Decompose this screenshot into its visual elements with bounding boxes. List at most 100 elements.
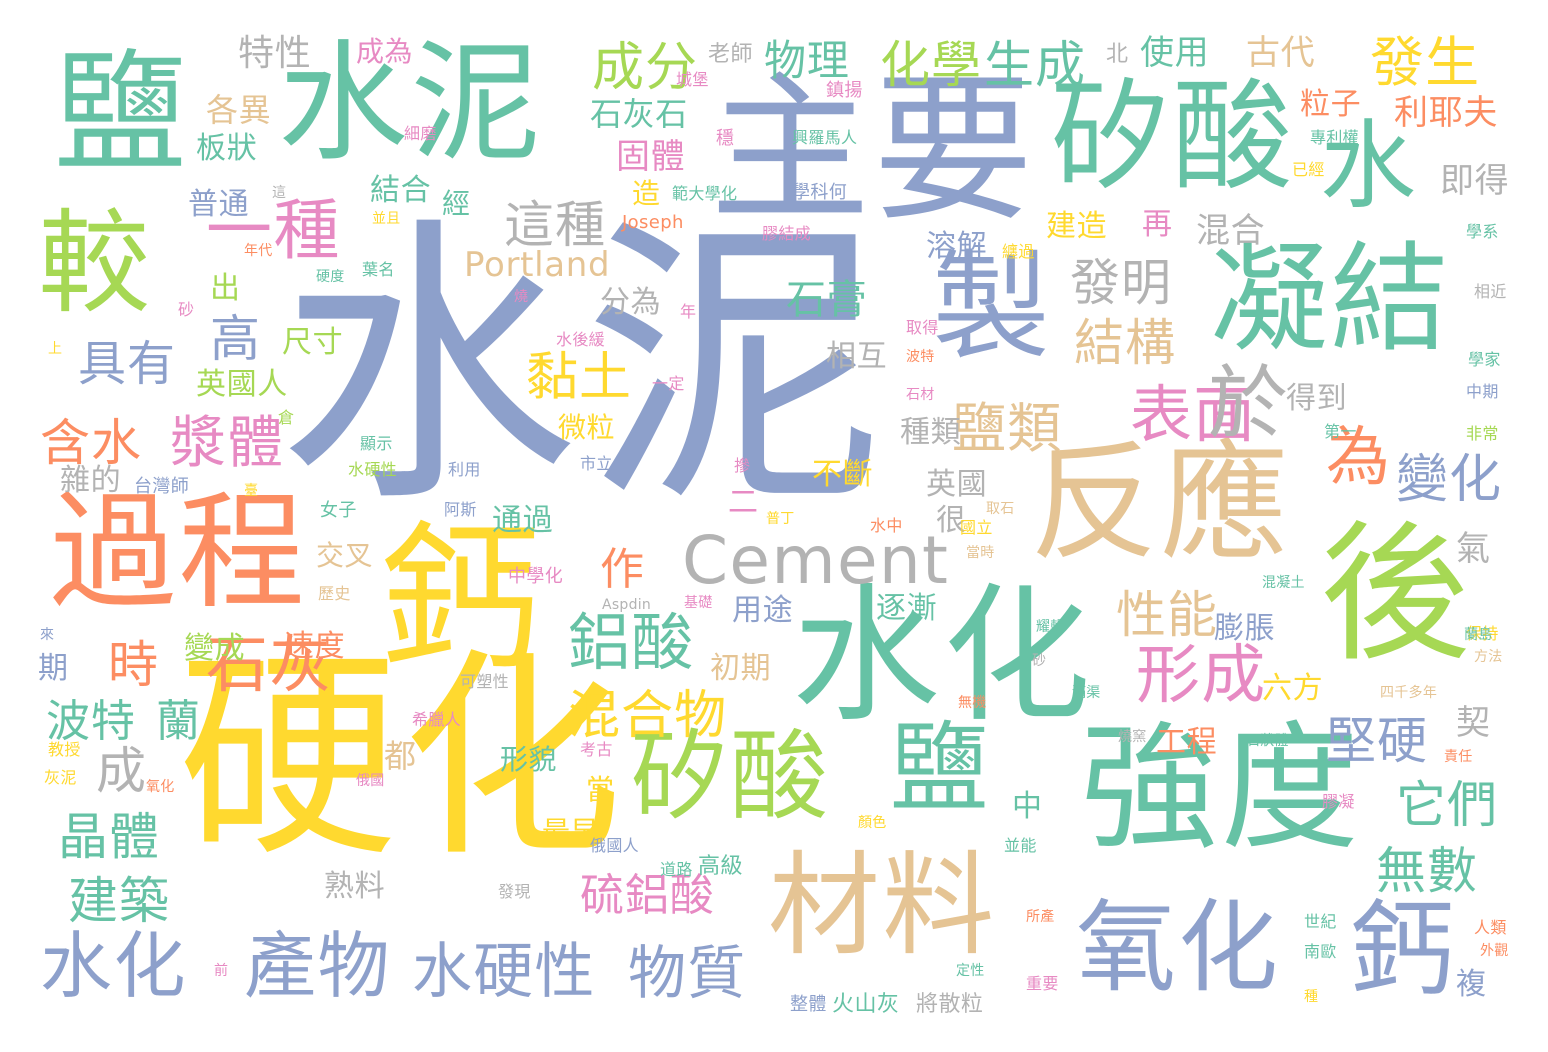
word-process: 過程 (50, 479, 308, 626)
word-mixture: 混合物 (568, 686, 728, 746)
word-period: 期 (38, 651, 69, 686)
word-performance: 性能 (1116, 586, 1218, 644)
word-gas: 氣 (1456, 529, 1491, 569)
word-again: 再 (1142, 207, 1173, 242)
word-after: 後 (1320, 508, 1474, 682)
word-tiny-50: 基礎 (684, 595, 713, 611)
word-cross: 交叉 (316, 539, 374, 572)
word-cement-main: 水泥 (278, 193, 890, 542)
word-tiny-67: 責任 (1444, 749, 1473, 765)
word-tiny-22: 上 (48, 341, 63, 357)
word-clay: 黏土 (526, 348, 633, 408)
word-scatter-grain: 將散粒 (916, 992, 984, 1017)
word-hydration-2: 水化 (40, 924, 187, 1008)
word-structure: 結構 (1074, 314, 1176, 372)
word-lime: 石灰 (206, 628, 333, 701)
word-gypsum: 石膏 (786, 277, 868, 323)
word-main: 主要 (710, 56, 1037, 243)
word-high: 高 (210, 310, 261, 368)
word-surface: 表面 (1130, 378, 1257, 451)
word-tiny-6: 已經 (1292, 160, 1325, 179)
word-tiny-73: 顏色 (858, 815, 887, 831)
word-tiny-59: 滿渠 (1072, 685, 1101, 701)
word-tiny-7: 範大學化 (672, 184, 738, 203)
word-tiny-26: 學家 (1468, 350, 1501, 369)
word-tiny-47: 歷史 (318, 584, 351, 603)
word-cement-en: Cement (682, 522, 950, 599)
word-tiny-58: 砂 (1032, 653, 1047, 669)
word-tiny-62: 無機 (958, 695, 987, 711)
word-tiny-15: 硬度 (316, 269, 345, 285)
word-tiny-86: 種 (1304, 989, 1319, 1005)
word-contract: 契 (1456, 703, 1491, 743)
word-tiny-71: 膠凝 (1322, 792, 1355, 811)
word-dissolve: 溶解 (926, 229, 988, 264)
word-silicic-acid-2: 矽酸 (630, 720, 830, 834)
word-create: 造 (632, 177, 661, 210)
word-diverse: 各異 (206, 91, 272, 129)
word-porto: 波特 (46, 696, 136, 747)
word-tiny-43: 取石 (986, 501, 1015, 517)
word-tiny-85: 整體 (790, 994, 827, 1015)
word-tiny-17: 纏過 (1002, 242, 1035, 261)
word-ordinary: 普通 (188, 187, 250, 222)
word-tiny-63: 石狀體 (1246, 733, 1289, 749)
word-teacher: 老師 (708, 42, 753, 67)
word-tiny-1: 鎮揚 (826, 80, 863, 101)
word-hydration: 水化 (792, 570, 1094, 742)
word-aluminate: 鋁酸 (568, 606, 695, 679)
word-limestone: 石灰石 (590, 95, 688, 133)
word-tiny-57: 可塑性 (460, 672, 509, 691)
word-tiny-80: 外觀 (1480, 943, 1509, 959)
word-tiny-48: 中學化 (508, 566, 564, 587)
word-divide: 分為 (600, 285, 662, 320)
word-tiny-64: 教授 (48, 740, 81, 759)
word-setting: 凝結 (1210, 230, 1451, 368)
word-tiny-78: 世紀 (1304, 912, 1337, 931)
word-englishman: 英國人 (196, 367, 288, 402)
word-tiny-40: 阿斯 (444, 500, 477, 519)
word-tiny-37: 台灣師 (134, 476, 190, 497)
word-mutual: 相互 (826, 339, 888, 374)
word-hardening: 硬化 (178, 630, 627, 886)
word-compound: 複 (1456, 967, 1487, 1002)
word-combine: 結合 (370, 173, 432, 208)
word-through: 經 (442, 187, 471, 220)
word-tiny-39: 摻 (734, 456, 751, 475)
word-tiny-29: 石材 (906, 387, 935, 403)
word-tiny-4: 興羅馬人 (792, 128, 858, 147)
word-tiny-19: 砂 (178, 300, 195, 319)
word-clinker: 熟料 (324, 869, 386, 904)
word-solid: 固體 (616, 137, 686, 177)
word-obtain: 即得 (1440, 161, 1510, 201)
word-tiny-76: 發現 (498, 882, 531, 901)
word-portland-en: Portland (464, 245, 611, 285)
word-water: 水 (1320, 110, 1418, 222)
word-when: 時 (108, 636, 159, 694)
word-tiny-45: 國立 (960, 518, 993, 537)
word-tiny-52: 保持 (1466, 624, 1499, 643)
word-tiny-21: 年 (680, 302, 697, 321)
word-tiny-38: 臺 (244, 483, 259, 499)
word-gradually: 逐漸 (876, 591, 938, 626)
word-one-kind: 一種 (206, 192, 341, 269)
word-tiny-3: 穩 (716, 128, 735, 149)
word-form: 形成 (1136, 639, 1267, 713)
word-plate-shape: 板狀 (196, 131, 258, 166)
word-tiny-20: 燒 (514, 289, 529, 305)
word-tiny-2: 細磨 (404, 124, 437, 143)
word-tiny-44: 女子 (320, 500, 357, 521)
word-tiny-51: 混凝土 (1262, 575, 1305, 591)
word-lieyev: 利耶夫 (1394, 93, 1499, 133)
word-tiny-74: 並能 (1004, 836, 1037, 855)
word-tiny-81: 前 (214, 963, 229, 979)
word-hard: 堅硬 (1326, 712, 1428, 770)
word-tiny-14: 年代 (244, 243, 273, 259)
word-make: 製 (932, 238, 1053, 376)
word-north: 北 (1106, 42, 1129, 67)
word-reaction: 反應 (1030, 429, 1292, 578)
word-all: 都 (384, 737, 417, 775)
word-tiny-55: 蘭島 (1464, 627, 1493, 643)
word-relatively: 較 (38, 199, 153, 329)
word-tiny-25: 波特 (906, 349, 935, 365)
